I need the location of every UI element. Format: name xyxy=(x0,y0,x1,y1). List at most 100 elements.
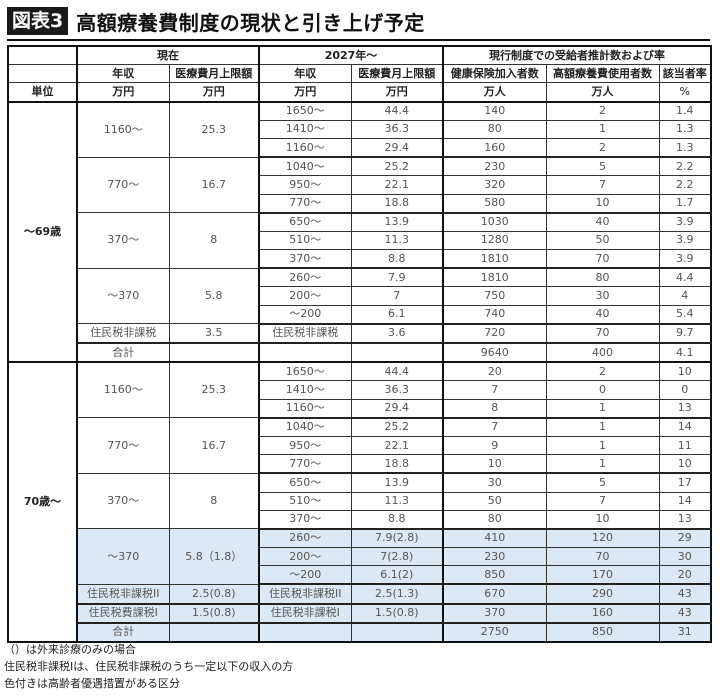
users-cell: 120 xyxy=(545,528,660,549)
table-row: 370～ 8.8 1810 70 3.9 xyxy=(8,249,712,270)
cap-2027-cell: 7 xyxy=(350,286,444,306)
rate-cell: 9.7 xyxy=(658,323,712,345)
current-cap-cell: 25.3 xyxy=(168,361,260,419)
rate-cell: 3.9 xyxy=(658,212,712,232)
insured-cell: 230 xyxy=(442,156,547,177)
rate-cell: 2.2 xyxy=(658,156,712,177)
insured-cell: 140 xyxy=(442,101,547,121)
users-cell: 160 xyxy=(545,603,660,624)
insured-cell: 740 xyxy=(442,304,547,325)
income-2027-cell: 650～ xyxy=(258,212,352,232)
table-row: 370～ 8 650～ 13.9 30 5 17 xyxy=(8,472,712,530)
users-cell: 0 xyxy=(545,380,660,400)
cap-2027-cell: 36.3 xyxy=(350,119,444,139)
users-cell: 80 xyxy=(545,267,660,288)
insured-cell: 1030 xyxy=(442,212,547,232)
users-cell: 40 xyxy=(545,212,660,232)
current-cap-cell: 5.8 xyxy=(168,267,260,325)
income-2027-cell: 200～ xyxy=(258,547,352,567)
col-rate: 該当者率 xyxy=(658,64,712,84)
current-cap-cell: 8 xyxy=(168,212,260,269)
rate-cell: 43 xyxy=(658,603,712,624)
current-income-cell: 770～ xyxy=(76,156,170,214)
insured-cell: 1810 xyxy=(442,267,547,288)
current-income-cell: 住民税費課税I xyxy=(76,603,170,624)
insured-cell: 320 xyxy=(442,175,547,195)
unit-income: 万円 xyxy=(76,82,170,103)
table-row: 770～ 18.8 10 1 10 xyxy=(8,454,712,475)
table-row: ～200 6.1 740 40 5.4 xyxy=(8,304,712,325)
current-income-cell: 1160～ xyxy=(76,361,170,419)
rate-cell: 30 xyxy=(658,547,712,567)
cap-2027-cell: 18.8 xyxy=(350,193,444,214)
table-row: 200～ 7 750 30 4 xyxy=(8,286,712,306)
income-2027-cell: 1040～ xyxy=(258,156,352,177)
total-row: 合計 2750 850 31 xyxy=(8,622,712,644)
corner-cell xyxy=(7,45,78,66)
users-cell: 70 xyxy=(545,249,660,270)
insured-cell: 7 xyxy=(442,417,547,437)
insured-cell: 7 xyxy=(442,380,547,400)
current-cap-cell: 16.7 xyxy=(168,417,260,474)
insured-cell: 80 xyxy=(442,119,547,139)
col-cap-2027: 医療費月上限額 xyxy=(350,64,444,84)
table-row: 950～ 22.1 9 1 11 xyxy=(8,435,712,456)
rate-cell: 0 xyxy=(658,380,712,400)
total-users: 400 xyxy=(545,342,660,364)
rate-cell: 17 xyxy=(658,472,712,493)
footnote: 色付きは高齢者優遇措置がある区分 xyxy=(4,677,180,690)
rate-cell: 1.7 xyxy=(658,193,712,214)
table-row: 1410～ 36.3 80 1 1.3 xyxy=(8,119,712,139)
table-row: 住民税費課税I 1.5(0.8) 住民税非課税I 1.5(0.8) 370 160 43 xyxy=(8,603,712,624)
insured-cell: 370 xyxy=(442,603,547,624)
total-users: 850 xyxy=(545,622,660,644)
cap-2027-cell: 36.3 xyxy=(350,380,444,400)
table-row: ～370 5.8 260～ 7.9 1810 80 4.4 xyxy=(8,267,712,325)
current-cap-cell: 8 xyxy=(168,472,260,530)
current-cap-cell: 2.5(0.8) xyxy=(168,583,260,605)
income-2027-cell: 住民税非課税II xyxy=(258,583,352,605)
users-cell: 7 xyxy=(545,175,660,195)
insured-cell: 1810 xyxy=(442,249,547,270)
rate-cell: 4.4 xyxy=(658,267,712,288)
column-header-row: 年収 医療費月上限額 年収 医療費月上限額 健康保険加入者数 高額療養費使用者数… xyxy=(7,64,712,84)
group-current: 現在 xyxy=(76,45,260,66)
cap-2027-cell: 7(2.8) xyxy=(350,547,444,567)
cap-2027-cell: 18.8 xyxy=(350,454,444,475)
insured-cell: 20 xyxy=(442,361,547,382)
table-row: 1160～ 29.4 160 2 1.3 xyxy=(8,137,712,159)
table-row: ～370 5.8（1.8） 260～ 7.9(2.8) 410 120 29 xyxy=(8,528,712,585)
group-2027: 2027年～ xyxy=(258,45,444,66)
cap-2027-cell: 11.3 xyxy=(350,491,444,511)
users-cell: 50 xyxy=(545,230,660,251)
cap-2027-cell: 44.4 xyxy=(350,361,444,382)
income-2027-cell: 950～ xyxy=(258,175,352,195)
cost-cap-table: 現在 2027年～ 現行制度での受給者推計数および率 年収 医療費月上限額 年収… xyxy=(7,45,713,644)
income-2027-cell: 770～ xyxy=(258,454,352,475)
footnote: 住民税非課税Iは、住民税非課税のうち一定以下の収入の方 xyxy=(4,660,294,673)
unit-cap: 万円 xyxy=(168,82,260,103)
cap-2027-cell: 8.8 xyxy=(350,249,444,270)
insured-cell: 230 xyxy=(442,547,547,567)
cap-2027-cell: 11.3 xyxy=(350,230,444,251)
insured-cell: 80 xyxy=(442,509,547,530)
unit-insured: 万人 xyxy=(442,82,547,103)
users-cell: 10 xyxy=(545,509,660,530)
col-users: 高額療養費使用者数 xyxy=(545,64,660,84)
income-2027-cell: 1410～ xyxy=(258,119,352,139)
current-income-cell: 1160～ xyxy=(76,101,170,158)
income-2027-cell: ～200 xyxy=(258,304,352,325)
income-2027-cell: 510～ xyxy=(258,230,352,251)
group-estimates: 現行制度での受給者推計数および率 xyxy=(442,45,712,66)
users-cell: 30 xyxy=(545,286,660,306)
figure-header: 図表3 高額療養費制度の現状と引き上げ予定 xyxy=(7,6,425,36)
total-rate: 4.1 xyxy=(658,342,712,364)
rate-cell: 2.2 xyxy=(658,175,712,195)
income-2027-cell: 650～ xyxy=(258,472,352,493)
rate-cell: 3.9 xyxy=(658,249,712,270)
total-cap-empty xyxy=(168,622,260,644)
insured-cell: 410 xyxy=(442,528,547,549)
income-2027-cell: 1160～ xyxy=(258,398,352,419)
income-2027-cell: 1650～ xyxy=(258,101,352,121)
total-cap-2027-empty xyxy=(350,622,444,644)
